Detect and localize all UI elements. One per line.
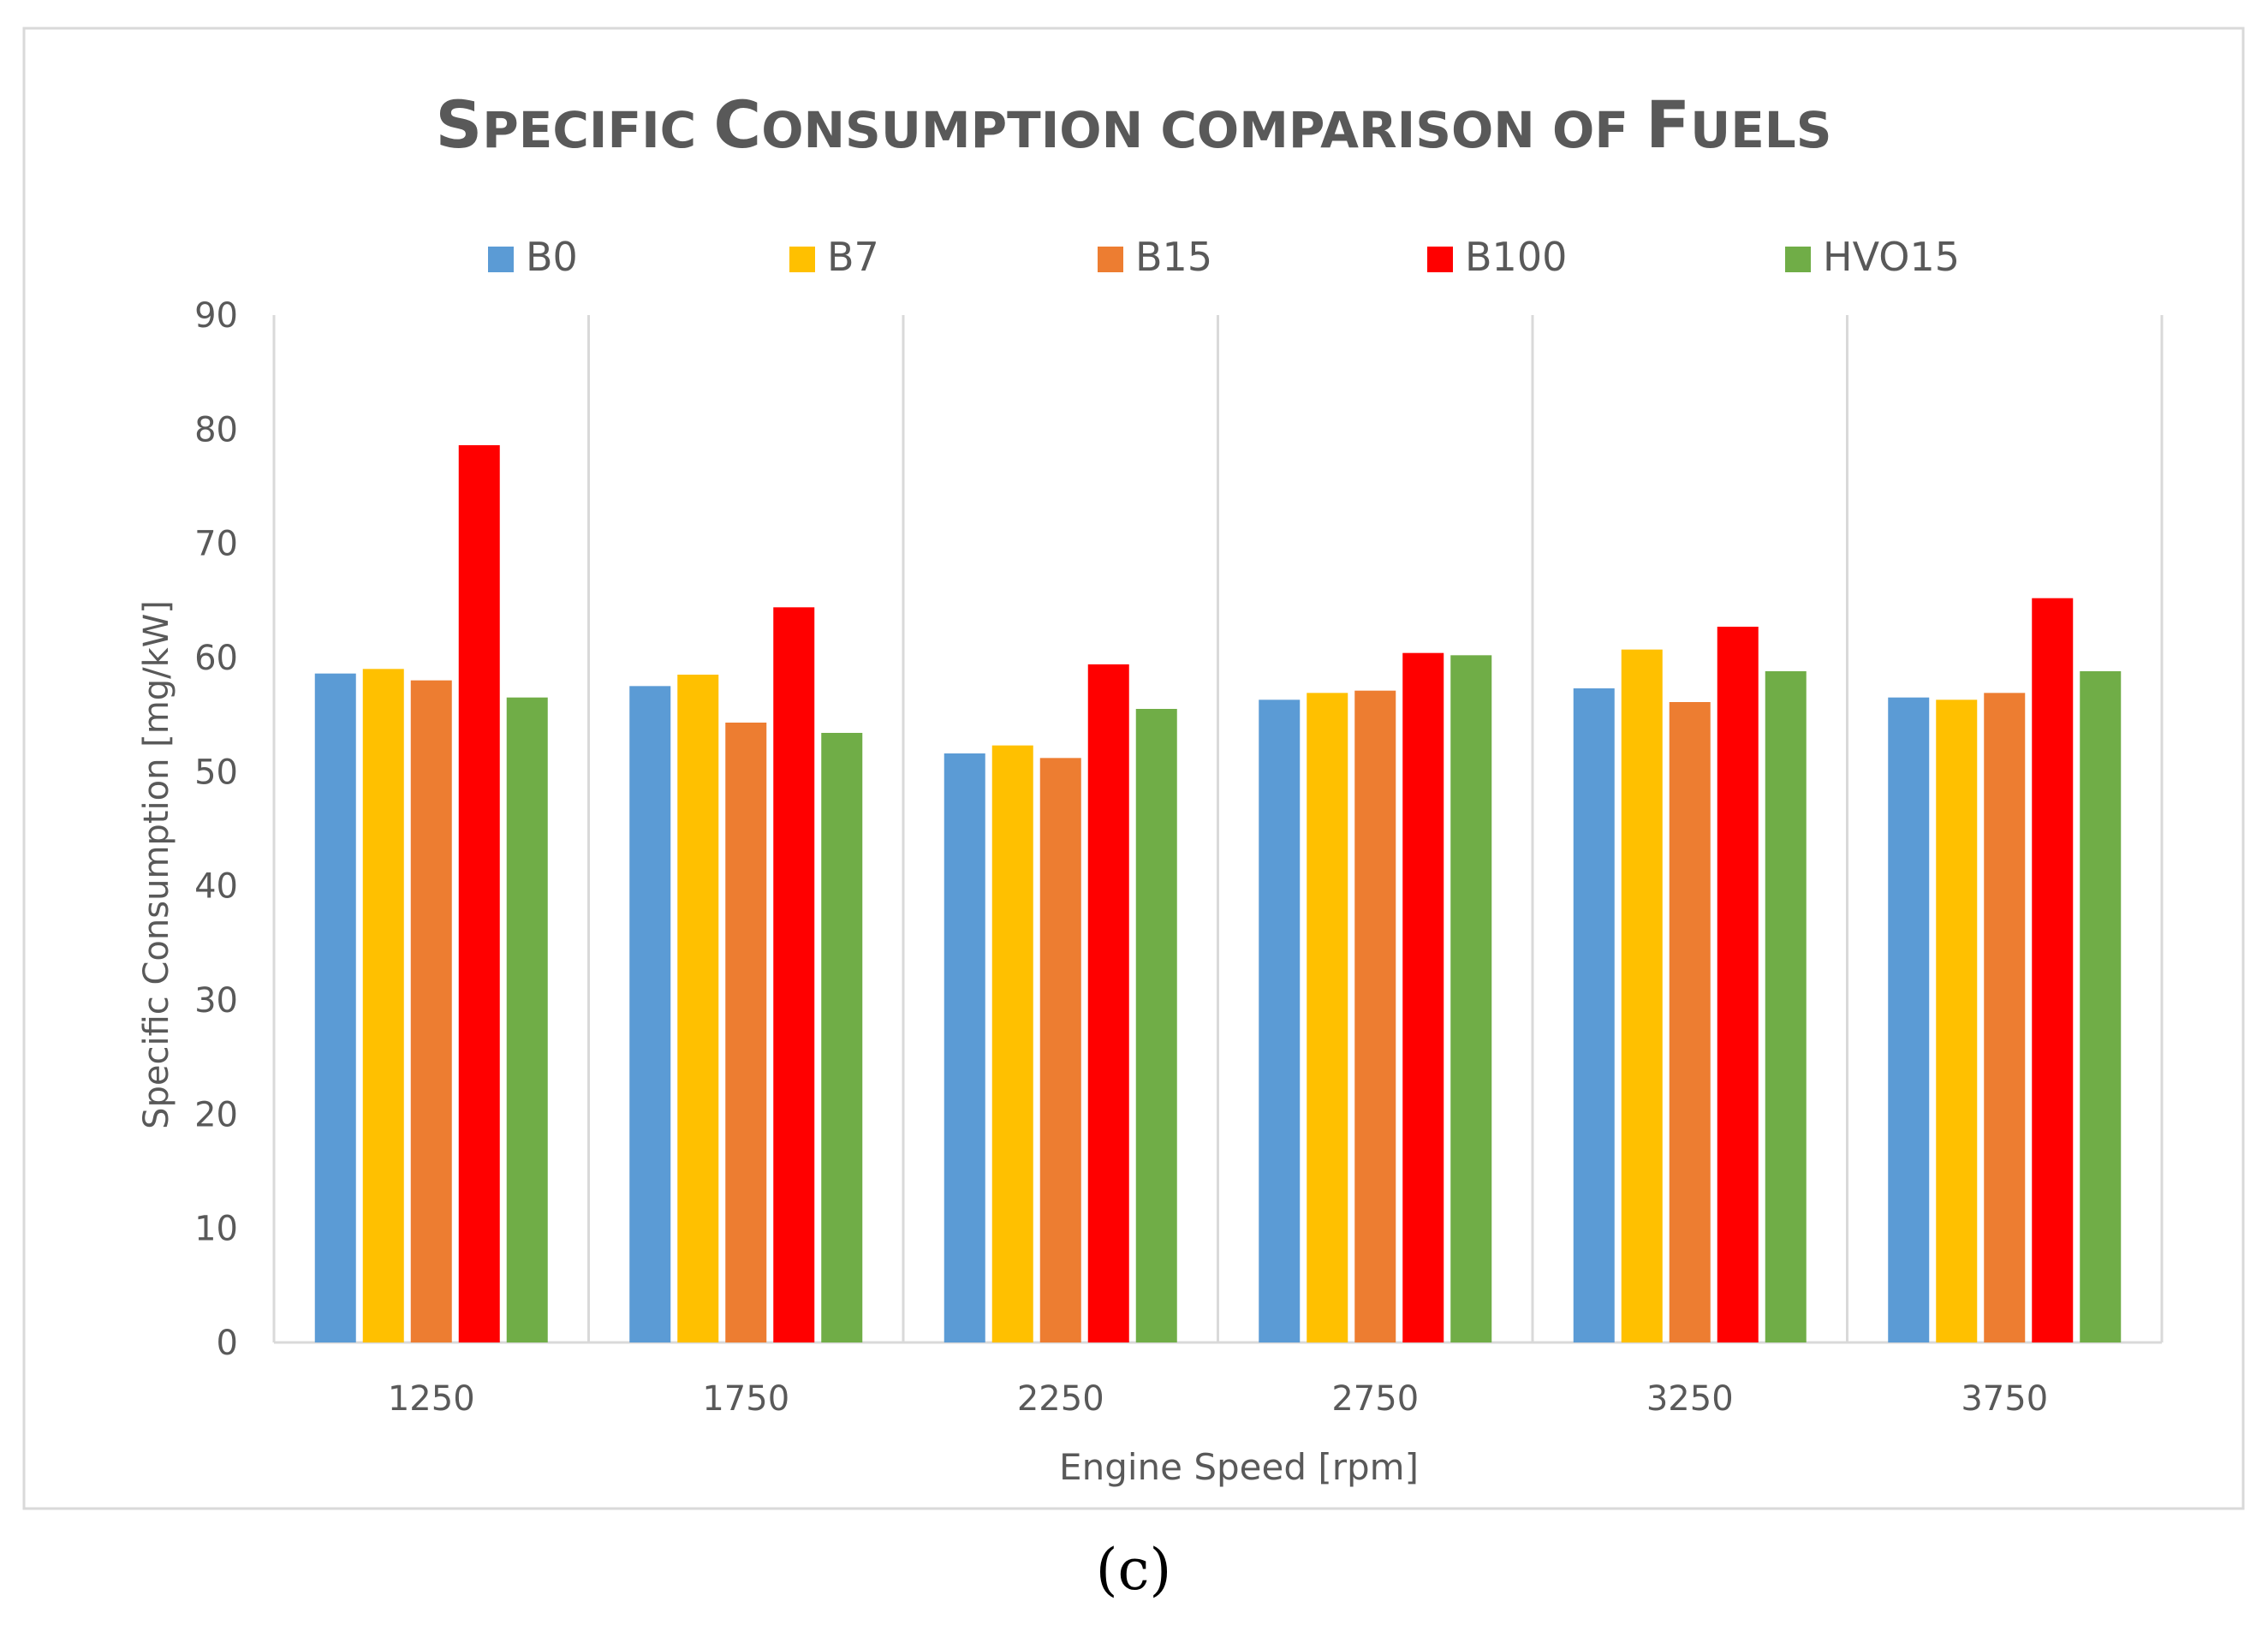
legend-label: B15	[1135, 234, 1212, 280]
y-tick-label: 50	[194, 753, 238, 792]
bar-hvo15-1750	[821, 733, 863, 1342]
x-tick-label: 3750	[1961, 1379, 2048, 1419]
legend-label: B0	[526, 234, 578, 280]
bar-b100-1750	[773, 607, 815, 1342]
bar-b0-1250	[314, 673, 356, 1342]
bar-b7-3750	[1936, 699, 1978, 1342]
bar-b100-3750	[2032, 598, 2074, 1342]
chart-title-part: UELS	[1690, 101, 1831, 159]
y-axis-label: Specific Consumption [mg/kW]	[137, 600, 176, 1129]
plot-area: 0 10 20 30 40 50 60 70 80 90 1250 1750 2250 2750 3250 3…	[194, 296, 2164, 1419]
y-tick-label: 70	[194, 525, 238, 564]
x-axis-label: Engine Speed [rpm]	[1059, 1446, 1419, 1488]
bar-hvo15-1250	[506, 697, 548, 1342]
bar-b15-2250	[1039, 758, 1081, 1342]
bar-b15-2750	[1354, 690, 1396, 1342]
chart-title-part: C	[713, 86, 761, 163]
bar-hvo15-2250	[1135, 709, 1177, 1342]
y-tick-label: 0	[217, 1324, 238, 1363]
x-tick-label: 2750	[1331, 1379, 1419, 1419]
bar-hvo15-3250	[1765, 671, 1807, 1342]
bar-b7-1750	[677, 675, 719, 1342]
bar-b0-3750	[1888, 697, 1930, 1342]
bar-b100-1250	[458, 445, 500, 1342]
figure-caption: (c)	[1096, 1537, 1171, 1603]
chart-title-part: ONSUMPTION COMPARISON OF	[761, 101, 1646, 159]
y-tick-label: 60	[194, 639, 238, 678]
bar-b15-1750	[725, 723, 767, 1342]
y-tick-label: 20	[194, 1095, 238, 1134]
legend-item-b15: B15	[1098, 234, 1212, 280]
legend-label: B100	[1465, 234, 1567, 280]
bar-hvo15-2750	[1450, 655, 1492, 1342]
x-tick-label: 1750	[702, 1379, 789, 1419]
legend: B0 B7 B15 B100 HVO15	[488, 234, 1960, 280]
bar-b0-2750	[1259, 699, 1301, 1342]
bar-b7-1250	[362, 669, 404, 1342]
x-tick-label: 1250	[388, 1379, 475, 1419]
legend-item-b7: B7	[789, 234, 879, 280]
bar-b7-3250	[1621, 649, 1663, 1342]
chart-title: SPECIFIC CONSUMPTION COMPARISON OF FUELS	[435, 86, 1831, 163]
legend-label: HVO15	[1823, 234, 1960, 280]
x-tick-label: 2250	[1017, 1379, 1104, 1419]
legend-swatch	[1098, 247, 1123, 272]
bar-b100-2250	[1087, 664, 1129, 1342]
bar-b7-2250	[991, 745, 1033, 1342]
bar-b7-2750	[1307, 693, 1348, 1342]
legend-label: B7	[827, 234, 879, 280]
bar-b15-3750	[1984, 693, 2026, 1342]
bar-b100-2750	[1402, 652, 1444, 1342]
bar-b0-1750	[629, 686, 671, 1342]
legend-swatch	[1785, 247, 1811, 272]
legend-swatch	[488, 247, 514, 272]
chart-title-part: PECIFIC	[482, 101, 713, 159]
y-tick-label: 30	[194, 981, 238, 1021]
legend-item-b100: B100	[1427, 234, 1567, 280]
bar-b0-3250	[1573, 688, 1615, 1342]
bar-b100-3250	[1717, 627, 1759, 1342]
y-tick-label: 10	[194, 1210, 238, 1249]
legend-swatch	[1427, 247, 1453, 272]
bar-b15-1250	[410, 680, 452, 1342]
legend-item-hvo15: HVO15	[1785, 234, 1960, 280]
chart-title-part: F	[1646, 86, 1690, 163]
legend-item-b0: B0	[488, 234, 578, 280]
bar-b0-2250	[944, 753, 985, 1342]
chart-title-part: S	[435, 86, 482, 163]
legend-swatch	[789, 247, 815, 272]
bar-b15-3250	[1669, 702, 1711, 1342]
y-tick-label: 40	[194, 867, 238, 907]
y-tick-label: 90	[194, 296, 238, 336]
bar-hvo15-3750	[2080, 671, 2122, 1342]
x-tick-label: 3250	[1646, 1379, 1734, 1419]
y-tick-label: 80	[194, 410, 238, 449]
